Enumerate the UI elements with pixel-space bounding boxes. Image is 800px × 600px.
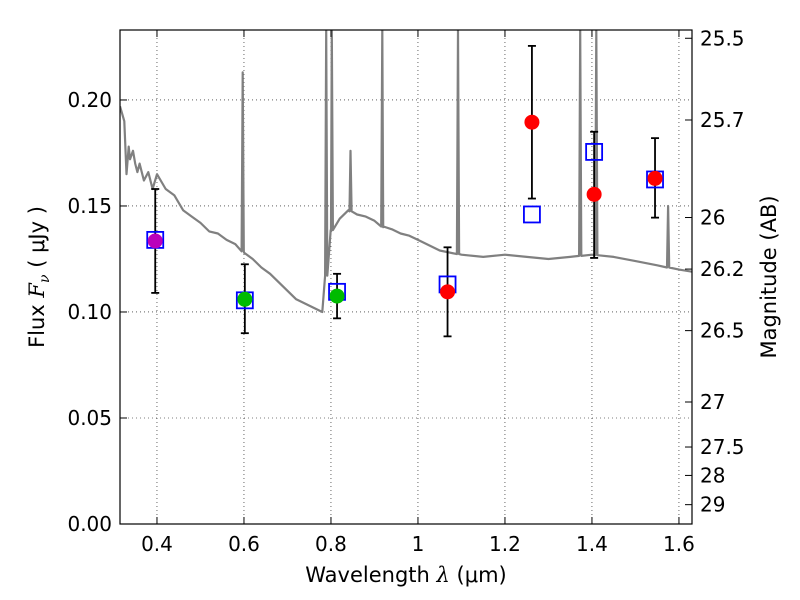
right-tick-label: 28 [700,463,725,487]
right-tick-label: 26 [700,206,725,230]
right-tick-label: 26.5 [700,319,745,343]
observed-point [524,114,540,130]
x-tick-label: 1.6 [663,532,695,556]
observed-point [586,186,602,202]
y-tick-label: 0.00 [67,512,112,536]
x-tick-label: 1 [412,532,425,556]
observed-point [147,233,163,249]
spectrum-line [120,30,692,314]
observed-point [647,170,663,186]
x-tick-label: 0.4 [141,532,173,556]
right-tick-label: 26.2 [700,257,745,281]
right-tick-label: 29 [700,493,725,517]
observed-photometry-markers [147,114,663,307]
y-tick-label: 0.10 [67,300,112,324]
right-tick-label: 25.7 [700,108,745,132]
right-axis-ticks: 25.5 25.7 26 26.2 26.5 27 27.5 28 29 [685,26,745,517]
x-tick-label: 1.2 [489,532,521,556]
x-tick-label: 1.4 [576,532,608,556]
right-tick-label: 27 [700,390,725,414]
error-bars [151,45,660,338]
model-spectrum [120,30,692,314]
y-tick-label: 0.05 [67,406,112,430]
model-photometry-markers [146,143,664,310]
right-tick-label: 25.5 [700,26,745,50]
x-axis-label: Wavelength λ (μm) [305,563,506,587]
grid [120,30,692,525]
plot-frame [119,29,693,525]
x-axis-ticks: 0.4 0.6 0.8 1 1.2 1.4 1.6 [141,30,695,556]
x-tick-label: 0.6 [228,532,260,556]
observed-point [237,291,253,307]
y-tick-label: 0.20 [67,88,112,112]
right-tick-label: 27.5 [700,435,745,459]
x-tick-label: 0.8 [315,532,347,556]
observed-point [440,284,456,300]
model-square-marker [585,143,604,161]
y-axis-ticks: 0.00 0.05 0.10 0.15 0.20 [67,88,127,536]
model-square-marker [523,205,541,224]
y-axis-label: Flux Fν ( μJy ) [25,206,53,348]
right-axis-label: Magnitude (AB) [757,195,781,358]
y-tick-label: 0.15 [67,194,112,218]
observed-point [329,288,345,304]
